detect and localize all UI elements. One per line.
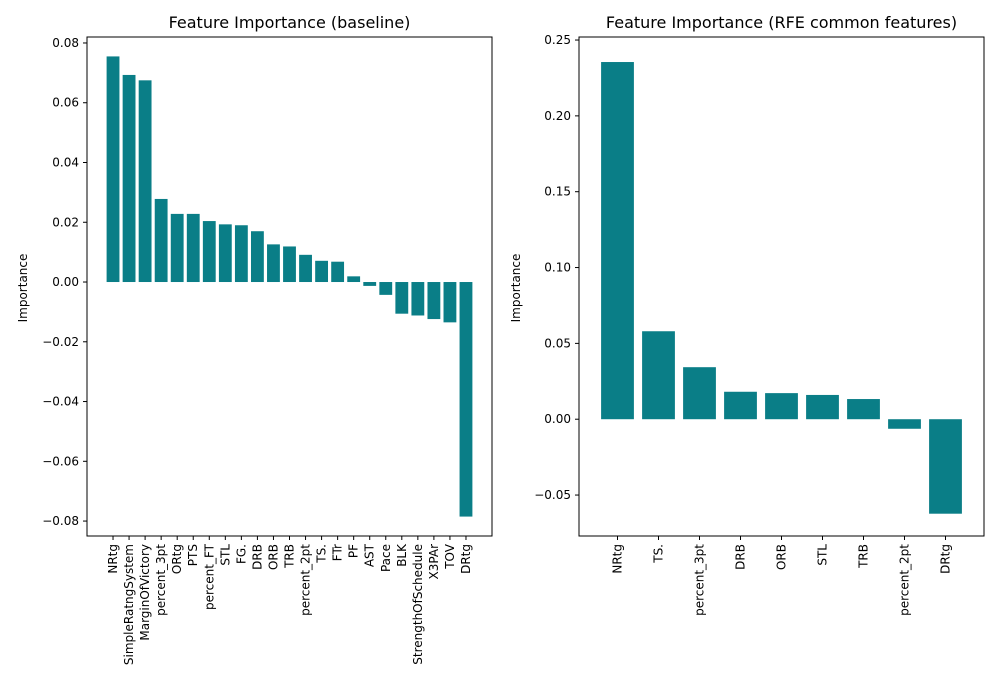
- y-tick-label: 0.20: [544, 109, 571, 123]
- y-tick-label: −0.06: [42, 454, 79, 468]
- x-tick-label: BLK: [395, 543, 409, 567]
- bar-orb: [765, 393, 798, 420]
- plot-frame: [578, 36, 985, 537]
- x-tick-label: DRtg: [459, 544, 473, 574]
- x-tick-label: TRB: [857, 544, 871, 569]
- x-tick-label: X3PAr: [427, 544, 441, 580]
- bar-drtg: [929, 419, 962, 514]
- x-axis-ticks: NRtg SimpleRatngSystem MarginOfVictory perc…: [106, 536, 473, 665]
- bar-drtg: [459, 282, 473, 517]
- bar-percent-3pt: [683, 367, 716, 420]
- x-tick-label: percent_FT: [202, 543, 216, 610]
- x-tick-label: TOV: [443, 543, 457, 570]
- x-tick-label: STL: [816, 544, 830, 566]
- bar-nrtg: [601, 62, 634, 420]
- y-tick-label: 0.10: [544, 261, 571, 275]
- bar-nrtg: [106, 56, 120, 283]
- bar-percent-2pt: [299, 254, 312, 283]
- y-tick-label: −0.04: [42, 395, 79, 409]
- y-tick-label: 0.06: [52, 96, 79, 110]
- x-tick-label: STL: [218, 544, 232, 566]
- x-tick-label: DRtg: [939, 544, 953, 574]
- bar-marginofvictory: [138, 80, 152, 283]
- x-tick-label: PTS: [186, 544, 200, 566]
- x-tick-label: MarginOfVictory: [138, 544, 152, 641]
- bar-tov: [443, 282, 457, 323]
- bar-ts-: [642, 331, 675, 420]
- bar-blk: [395, 282, 409, 314]
- bar-stl: [218, 224, 232, 283]
- y-tick-label: 0.04: [52, 155, 79, 169]
- plot-frame: [86, 36, 493, 537]
- rfe-importance-chart: Feature Importance (RFE common features)…: [509, 13, 985, 616]
- x-tick-label: AST: [363, 543, 377, 567]
- x-tick-label: percent_2pt: [299, 544, 313, 616]
- x-tick-label: SimpleRatngSystem: [122, 544, 136, 665]
- x-tick-label: Pace: [379, 544, 393, 572]
- bar-stl: [806, 394, 839, 420]
- y-tick-label: 0.00: [544, 412, 571, 426]
- x-tick-label: TS.: [315, 544, 329, 564]
- x-tick-label: FTr: [331, 544, 345, 561]
- x-tick-label: DRB: [250, 544, 264, 570]
- chart-title: Feature Importance (baseline): [169, 13, 411, 32]
- y-tick-label: −0.02: [42, 335, 79, 349]
- baseline-importance-chart: Feature Importance (baseline) Importance…: [16, 13, 493, 665]
- bar-fg-: [234, 225, 248, 283]
- bar-ast: [363, 282, 377, 286]
- bar-percent-2pt: [888, 419, 921, 429]
- y-tick-label: 0.15: [544, 185, 571, 199]
- y-tick-label: 0.08: [52, 36, 79, 50]
- y-axis-ticks: −0.05 0.00 0.05 0.10 0.15 0.20 0.25: [534, 33, 579, 502]
- bar-group: [601, 62, 962, 514]
- bar-x3par: [427, 282, 441, 320]
- y-tick-label: −0.05: [534, 488, 571, 502]
- bar-ts-: [315, 260, 329, 283]
- x-tick-label: percent_2pt: [898, 544, 912, 616]
- bar-group: [106, 56, 473, 517]
- bar-trb: [283, 246, 296, 283]
- bar-trb: [847, 399, 880, 420]
- y-tick-label: 0.25: [544, 33, 571, 47]
- bar-ftr: [331, 261, 345, 283]
- x-tick-label: ORB: [266, 544, 280, 570]
- y-tick-label: −0.08: [42, 514, 79, 528]
- bar-percent-3pt: [154, 198, 168, 283]
- bar-pace: [379, 282, 393, 295]
- y-tick-label: 0.05: [544, 336, 571, 350]
- y-tick-label: 0.02: [52, 215, 79, 229]
- y-axis-label: Importance: [509, 254, 523, 323]
- x-tick-label: NRtg: [106, 544, 120, 574]
- x-axis-ticks: NRtg TS. percent_3pt DRB ORB STL TRB percent_2p…: [611, 536, 953, 616]
- bar-strengthofschedule: [411, 282, 425, 316]
- bar-ortg: [170, 213, 184, 283]
- x-tick-label: TS.: [652, 544, 666, 564]
- x-tick-label: percent_3pt: [154, 544, 168, 616]
- bar-orb: [267, 244, 280, 283]
- x-tick-label: TRB: [283, 544, 297, 569]
- x-tick-label: ORtg: [170, 544, 184, 574]
- chart-title: Feature Importance (RFE common features): [606, 13, 957, 32]
- x-tick-label: PF: [347, 544, 361, 558]
- y-axis-label: Importance: [16, 254, 30, 323]
- bar-percent-ft: [202, 221, 216, 283]
- bar-pts: [186, 213, 200, 283]
- bar-pf: [347, 276, 361, 283]
- bar-simpleratngsystem: [122, 74, 136, 283]
- x-tick-label: FG.: [234, 544, 248, 564]
- bar-drb: [724, 391, 757, 420]
- x-tick-label: percent_3pt: [693, 544, 707, 616]
- y-axis-ticks: −0.08 −0.06 −0.04 −0.02 0.00 0.02 0.04 0.06 0.08: [42, 36, 87, 528]
- x-tick-label: NRtg: [611, 544, 625, 574]
- x-tick-label: DRB: [734, 544, 748, 570]
- y-tick-label: 0.00: [52, 275, 79, 289]
- bar-drb: [250, 231, 264, 283]
- x-tick-label: StrengthOfSchedule: [411, 544, 425, 665]
- x-tick-label: ORB: [775, 544, 789, 570]
